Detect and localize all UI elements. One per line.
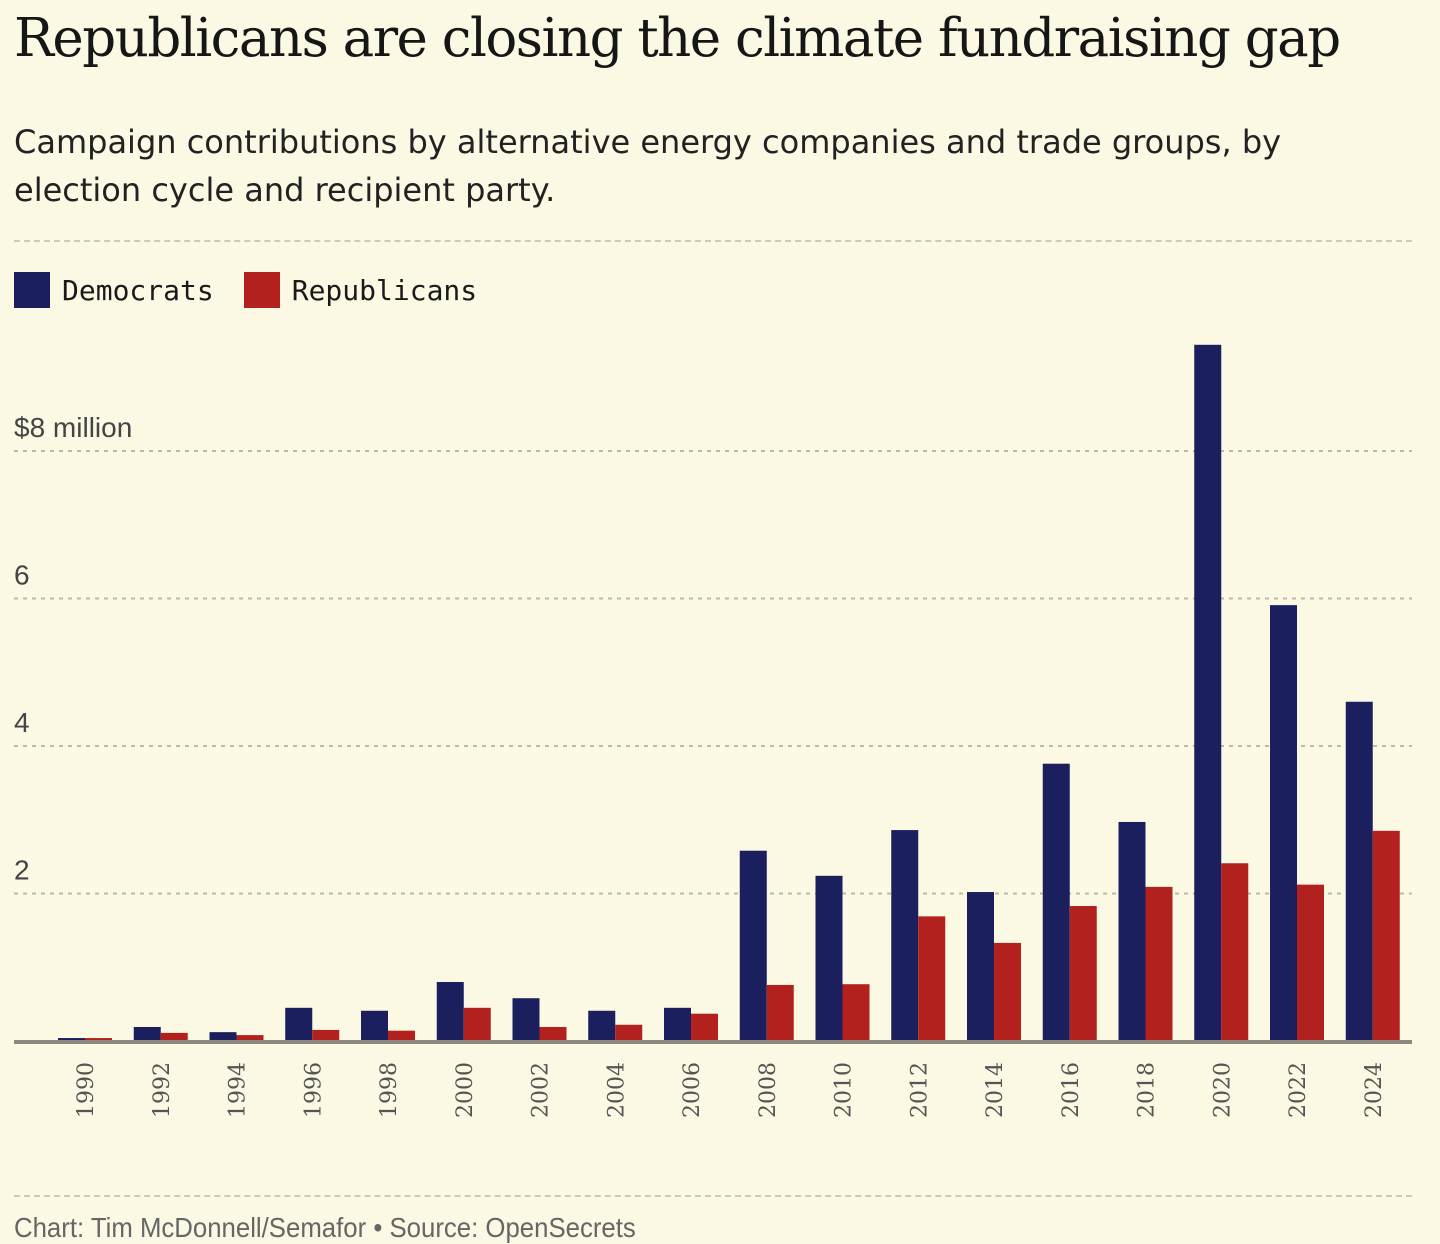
legend-label-republicans: Republicans bbox=[291, 273, 478, 307]
bar-democrats-1994 bbox=[209, 1032, 237, 1041]
x-tick-label: 2024 bbox=[1362, 1062, 1387, 1118]
bar-republicans-2008 bbox=[766, 984, 794, 1041]
bar-democrats-1992 bbox=[133, 1026, 161, 1041]
bar-republicans-2006 bbox=[691, 1013, 718, 1041]
bar-democrats-2024 bbox=[1345, 701, 1373, 1041]
x-tick-label: 2012 bbox=[907, 1062, 932, 1118]
bar-republicans-2020 bbox=[1221, 863, 1249, 1041]
y-tick-label: $8 million bbox=[14, 412, 132, 443]
bar-republicans-2018 bbox=[1145, 886, 1173, 1041]
bar-democrats-2018 bbox=[1118, 821, 1146, 1041]
bar-democrats-2014 bbox=[967, 892, 994, 1041]
bar-democrats-1998 bbox=[361, 1010, 388, 1041]
bar-republicans-1994 bbox=[236, 1035, 264, 1041]
bar-democrats-2006 bbox=[664, 1007, 691, 1041]
x-tick-label: 1998 bbox=[377, 1062, 402, 1118]
bar-democrats-1996 bbox=[285, 1007, 313, 1041]
legend-label-democrats: Democrats bbox=[62, 273, 214, 307]
x-tick-label: 2020 bbox=[1210, 1062, 1235, 1118]
bar-democrats-2022 bbox=[1270, 605, 1297, 1041]
x-tick-label: 2008 bbox=[756, 1062, 781, 1118]
bar-democrats-2000 bbox=[436, 982, 464, 1041]
x-tick-label: 2006 bbox=[680, 1062, 705, 1118]
legend: Democrats Republicans bbox=[14, 272, 507, 308]
bar-republicans-2014 bbox=[994, 942, 1021, 1041]
bar-democrats-2002 bbox=[512, 998, 540, 1041]
y-tick-label: 4 bbox=[14, 707, 30, 738]
y-tick-label: 6 bbox=[14, 560, 30, 591]
x-tick-label: 1996 bbox=[301, 1062, 326, 1118]
legend-item-republicans: Republicans bbox=[243, 272, 478, 308]
bar-democrats-2016 bbox=[1042, 763, 1070, 1041]
bar-democrats-2008 bbox=[739, 850, 767, 1041]
x-tick-label: 1990 bbox=[74, 1062, 99, 1118]
bar-republicans-2016 bbox=[1069, 906, 1097, 1041]
bar-republicans-2002 bbox=[539, 1026, 567, 1041]
x-tick-label: 2004 bbox=[604, 1062, 629, 1118]
x-tick-label: 2018 bbox=[1135, 1062, 1160, 1118]
x-tick-label: 2000 bbox=[453, 1062, 478, 1118]
bar-republicans-2000 bbox=[463, 1007, 491, 1041]
top-divider bbox=[14, 240, 1412, 242]
legend-swatch-democrats bbox=[14, 272, 50, 308]
bar-republicans-1998 bbox=[388, 1030, 415, 1041]
bar-republicans-2012 bbox=[918, 916, 946, 1041]
bottom-divider bbox=[14, 1195, 1412, 1197]
chart-subtitle: Campaign contributions by alternative en… bbox=[14, 123, 1282, 209]
x-tick-label: 1992 bbox=[150, 1062, 175, 1118]
bar-democrats-2020 bbox=[1194, 344, 1222, 1041]
chart-footer: Chart: Tim McDonnell/Semafor • Source: O… bbox=[14, 1212, 636, 1243]
bar-democrats-1990 bbox=[58, 1038, 85, 1041]
bar-republicans-2004 bbox=[615, 1024, 643, 1041]
bar-democrats-2012 bbox=[891, 830, 919, 1041]
bar-republicans-1996 bbox=[312, 1029, 340, 1041]
bar-republicans-2010 bbox=[842, 984, 870, 1041]
chart-title: Republicans are closing the climate fund… bbox=[14, 8, 1341, 69]
x-tick-label: 2022 bbox=[1286, 1062, 1311, 1118]
x-tick-label: 2016 bbox=[1059, 1062, 1084, 1118]
x-tick-label: 1994 bbox=[226, 1062, 251, 1118]
legend-swatch-republicans bbox=[243, 272, 280, 308]
bar-republicans-1992 bbox=[160, 1032, 188, 1041]
bar-republicans-2022 bbox=[1297, 884, 1324, 1041]
bar-democrats-2010 bbox=[815, 875, 843, 1041]
bar-republicans-1990 bbox=[85, 1038, 112, 1041]
x-tick-label: 2002 bbox=[529, 1062, 554, 1118]
x-tick-label: 2010 bbox=[832, 1062, 857, 1118]
y-tick-label: 2 bbox=[14, 855, 30, 886]
legend-item-democrats: Democrats bbox=[14, 272, 214, 308]
bar-republicans-2024 bbox=[1372, 830, 1400, 1041]
x-tick-label: 2014 bbox=[983, 1062, 1008, 1118]
bar-democrats-2004 bbox=[588, 1010, 616, 1041]
